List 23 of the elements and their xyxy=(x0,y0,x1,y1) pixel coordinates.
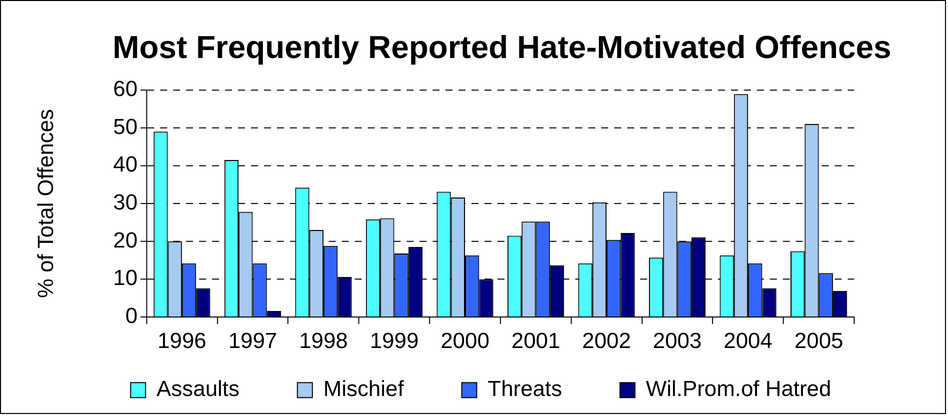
x-tick-label: 2001 xyxy=(511,328,560,354)
y-tick-label: 20 xyxy=(113,227,138,252)
legend-label: Threats xyxy=(488,376,562,402)
x-tick-label: 1997 xyxy=(228,328,278,354)
y-tick-label: 0 xyxy=(125,303,138,328)
y-tick-label: 40 xyxy=(113,152,138,177)
legend-label: Mischief xyxy=(323,376,405,402)
legend-label: Wil.Prom.of Hatred xyxy=(646,376,832,402)
y-tick-label: 30 xyxy=(113,190,138,215)
x-tick-label: 2000 xyxy=(440,328,490,354)
y-tick-label: 50 xyxy=(113,114,138,139)
legend-label: Assaults xyxy=(156,376,240,402)
x-tick-label: 2004 xyxy=(724,328,772,354)
x-tick-label: 1999 xyxy=(370,328,419,354)
y-tick-label: 10 xyxy=(113,265,138,290)
x-tick-label: 2005 xyxy=(794,328,844,354)
x-tick-label: 1996 xyxy=(158,328,206,354)
x-tick-label: 2002 xyxy=(582,328,631,354)
y-axis-title: % of Total Offences xyxy=(33,109,58,298)
x-tick-label: 1998 xyxy=(299,328,348,354)
y-tick-label: 60 xyxy=(113,76,138,101)
x-tick-label: 2003 xyxy=(652,328,702,354)
chart-title: Most Frequently Reported Hate-Motivated Offences xyxy=(112,28,892,65)
